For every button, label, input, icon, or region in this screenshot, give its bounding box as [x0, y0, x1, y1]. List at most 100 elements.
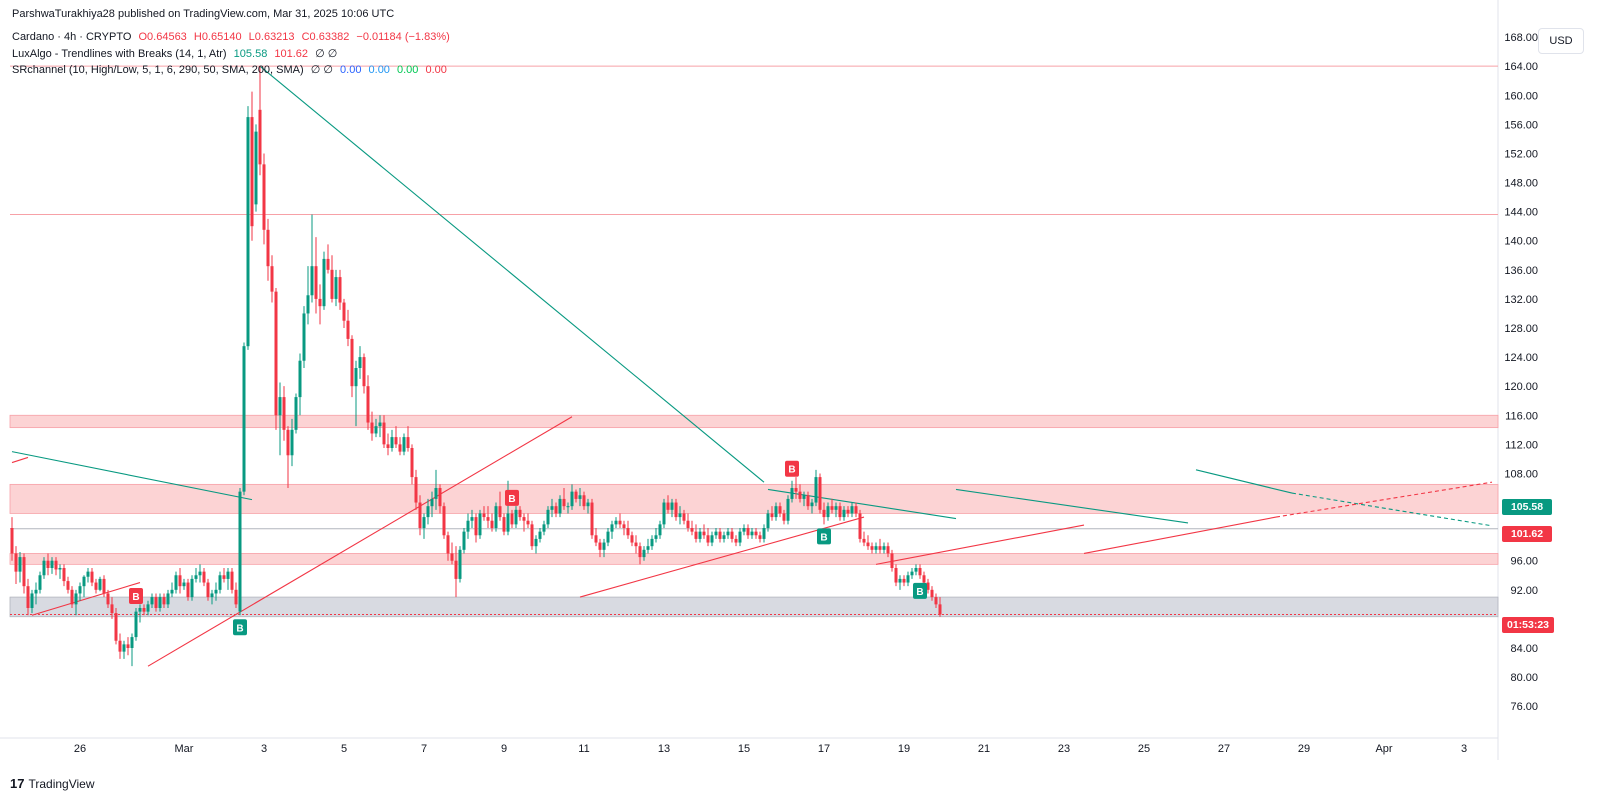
candle-body — [90, 571, 94, 583]
indicator-srchannel-value4: 0.00 — [425, 64, 447, 76]
price-tick-label: 80.00 — [1510, 672, 1538, 684]
trendline — [31, 582, 141, 616]
trendline — [955, 488, 1189, 524]
candle-body — [214, 589, 218, 594]
trendline — [147, 416, 573, 667]
candle-body — [914, 568, 918, 572]
candle-body — [678, 513, 682, 518]
candle-body — [730, 531, 734, 539]
candle-body — [354, 368, 358, 387]
currency-button[interactable]: USD — [1538, 28, 1584, 54]
indicator-srchannel[interactable]: SRchannel (10, High/Low, 5, 1, 6, 290, 5… — [12, 63, 451, 76]
candle-body — [410, 448, 414, 478]
candle-body — [478, 513, 482, 536]
candle-body — [706, 535, 710, 543]
price-tick-label: 128.00 — [1504, 323, 1538, 335]
candle-body — [162, 597, 166, 605]
candle-body — [906, 575, 910, 583]
candle-body — [178, 575, 182, 587]
price-tag-upper: 105.58 — [1502, 499, 1552, 515]
candle-body — [766, 513, 770, 528]
candle-body — [690, 528, 694, 532]
indicator-luxalgo[interactable]: LuxAlgo - Trendlines with Breaks (14, 1,… — [12, 47, 341, 60]
candle-body — [74, 593, 78, 605]
candle-body — [938, 604, 942, 615]
candle-body — [50, 560, 54, 568]
symbol-name[interactable]: Cardano · 4h · CRYPTO — [12, 31, 132, 43]
tradingview-logo-text: TradingView — [28, 776, 95, 791]
candle-body — [322, 258, 326, 307]
candle-body — [582, 495, 586, 507]
candle-body — [262, 164, 266, 230]
candle-body — [414, 477, 418, 503]
ohlc-low: L0.63213 — [248, 31, 295, 43]
candle-body — [538, 531, 542, 539]
candle-body — [54, 560, 58, 570]
indicator-srchannel-value2: 0.00 — [368, 64, 390, 76]
time-tick-label: 17 — [818, 743, 830, 755]
candle-body — [554, 506, 558, 514]
candle-body — [666, 502, 670, 510]
indicator-luxalgo-name[interactable]: LuxAlgo - Trendlines with Breaks (14, 1,… — [12, 48, 227, 60]
candle-body — [258, 109, 262, 165]
candle-body — [742, 528, 746, 532]
price-tick-label: 164.00 — [1504, 61, 1538, 73]
candle-body — [886, 546, 890, 554]
candle-body — [674, 502, 678, 518]
indicator-srchannel-name[interactable]: SRchannel (10, High/Low, 5, 1, 6, 290, 5… — [12, 64, 304, 76]
candle-body — [170, 589, 174, 594]
candle-body — [166, 593, 170, 605]
candle-body — [26, 586, 30, 608]
indicator-luxalgo-value2: 101.62 — [274, 48, 309, 60]
candle-body — [698, 531, 702, 539]
candle-body — [874, 546, 878, 550]
candle-body — [334, 277, 338, 299]
time-tick-label: 25 — [1138, 743, 1150, 755]
time-tick-label: 7 — [421, 743, 427, 755]
candle-body — [394, 437, 398, 445]
candle-body — [806, 495, 810, 507]
time-tick-label: 21 — [978, 743, 990, 755]
candle-body — [278, 397, 282, 416]
candle-body — [202, 571, 206, 583]
candle-body — [294, 397, 298, 430]
time-tick-label: 9 — [501, 743, 507, 755]
trendline — [579, 516, 865, 598]
candle-body — [418, 502, 422, 528]
candle-body — [238, 491, 242, 612]
candle-body — [662, 502, 666, 525]
candle-body — [802, 495, 806, 499]
candle-body — [578, 495, 582, 499]
break-marker-label: B — [820, 532, 827, 543]
candle-body — [446, 535, 450, 554]
indicator-srchannel-value3: 0.00 — [397, 64, 419, 76]
price-tick-label: 108.00 — [1504, 468, 1538, 480]
tradingview-mark-icon: 17 — [10, 776, 25, 791]
candle-body — [614, 520, 618, 525]
candle-body — [122, 644, 126, 652]
candle-body — [486, 517, 490, 521]
candle-body — [586, 502, 590, 507]
tradingview-logo[interactable]: 17 TradingView — [10, 776, 95, 791]
price-tick-label: 84.00 — [1510, 643, 1538, 655]
candle-body — [574, 491, 578, 499]
candle-body — [266, 229, 270, 267]
candle-body — [594, 535, 598, 543]
candle-body — [898, 578, 902, 583]
trendline — [259, 65, 765, 483]
candle-body — [838, 506, 842, 518]
candle-body — [570, 491, 574, 507]
candle-body — [810, 502, 814, 507]
candle-body — [310, 266, 314, 296]
price-tick-label: 112.00 — [1505, 439, 1538, 451]
candle-body — [38, 575, 42, 590]
candle-body — [890, 553, 894, 568]
countdown-tag: 01:53:23 — [1502, 617, 1554, 633]
candle-body — [62, 568, 66, 582]
candle-body — [10, 528, 14, 554]
symbol-line[interactable]: Cardano · 4h · CRYPTO O0.64563 H0.65140 … — [12, 31, 454, 43]
candle-body — [530, 524, 534, 547]
price-tick-label: 144.00 — [1504, 207, 1538, 219]
time-tick-label: 29 — [1298, 743, 1310, 755]
